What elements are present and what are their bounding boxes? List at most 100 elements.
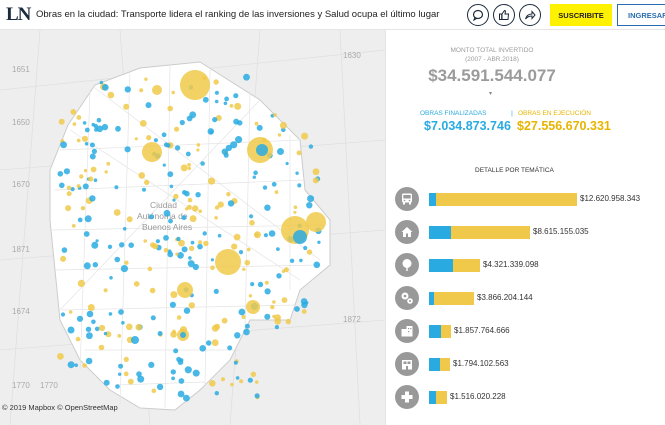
project-marker[interactable]: [264, 313, 271, 320]
project-marker[interactable]: [214, 216, 218, 220]
project-marker[interactable]: [248, 294, 253, 298]
project-marker[interactable]: [108, 312, 113, 316]
project-marker[interactable]: [75, 336, 81, 342]
project-marker[interactable]: [262, 185, 268, 190]
project-marker[interactable]: [91, 148, 97, 154]
project-marker[interactable]: [249, 214, 254, 219]
project-marker[interactable]: [186, 204, 192, 210]
project-marker[interactable]: [285, 161, 289, 166]
project-marker[interactable]: [66, 191, 72, 197]
project-marker[interactable]: [170, 369, 176, 375]
project-marker[interactable]: [150, 315, 156, 321]
project-marker[interactable]: [225, 144, 233, 152]
project-marker[interactable]: [91, 319, 96, 325]
project-marker[interactable]: [214, 99, 219, 104]
bar-finalizadas[interactable]: [429, 259, 453, 272]
project-marker[interactable]: [256, 124, 263, 131]
project-marker[interactable]: [301, 301, 308, 309]
project-marker[interactable]: [77, 279, 85, 287]
project-marker[interactable]: [91, 122, 96, 127]
project-marker[interactable]: [221, 148, 228, 155]
project-marker[interactable]: [179, 119, 185, 126]
project-marker[interactable]: [274, 314, 281, 322]
project-marker[interactable]: [268, 230, 276, 237]
project-marker[interactable]: [84, 142, 89, 146]
comment-button[interactable]: [467, 4, 489, 26]
project-marker[interactable]: [124, 260, 129, 265]
project-marker[interactable]: [126, 216, 133, 223]
project-marker[interactable]: [195, 192, 201, 198]
project-marker[interactable]: [199, 345, 206, 352]
project-marker[interactable]: [143, 239, 147, 243]
project-marker[interactable]: [213, 288, 219, 294]
project-marker[interactable]: [181, 215, 187, 221]
project-marker[interactable]: [283, 267, 289, 273]
project-marker[interactable]: [217, 233, 222, 238]
bar-en-ejecucion[interactable]: [434, 292, 474, 305]
project-marker[interactable]: [76, 184, 81, 188]
project-marker[interactable]: [142, 142, 162, 162]
project-marker[interactable]: [172, 198, 176, 202]
project-marker[interactable]: [70, 187, 75, 192]
project-marker[interactable]: [177, 282, 193, 298]
project-marker[interactable]: [148, 361, 155, 368]
project-marker[interactable]: [84, 127, 90, 133]
bar-finalizadas[interactable]: [429, 226, 451, 239]
project-marker[interactable]: [276, 247, 280, 252]
project-marker[interactable]: [254, 393, 260, 399]
project-markers[interactable]: [57, 70, 326, 402]
project-marker[interactable]: [145, 102, 152, 109]
project-marker[interactable]: [221, 377, 225, 382]
bar-en-ejecucion[interactable]: [451, 226, 530, 239]
project-marker[interactable]: [246, 247, 251, 252]
project-marker[interactable]: [233, 118, 240, 125]
project-marker[interactable]: [174, 145, 181, 151]
project-marker[interactable]: [104, 170, 108, 174]
project-marker[interactable]: [198, 209, 202, 213]
project-marker[interactable]: [94, 326, 100, 332]
project-marker[interactable]: [239, 379, 244, 384]
project-marker[interactable]: [136, 371, 142, 377]
project-marker[interactable]: [254, 231, 261, 239]
project-marker[interactable]: [272, 314, 276, 319]
project-marker[interactable]: [172, 329, 176, 334]
project-marker[interactable]: [114, 256, 121, 263]
login-button[interactable]: INGRESAR: [617, 4, 665, 26]
bar-finalizadas[interactable]: [429, 193, 436, 206]
project-marker[interactable]: [188, 302, 195, 309]
project-marker[interactable]: [306, 212, 326, 232]
project-marker[interactable]: [122, 227, 127, 231]
project-marker[interactable]: [183, 307, 191, 314]
project-marker[interactable]: [178, 239, 185, 247]
ln-logo[interactable]: LN: [6, 4, 31, 25]
project-marker[interactable]: [118, 363, 124, 369]
project-marker[interactable]: [60, 312, 66, 317]
project-marker[interactable]: [89, 195, 96, 202]
project-marker[interactable]: [214, 323, 221, 330]
project-marker[interactable]: [175, 252, 179, 256]
project-marker[interactable]: [264, 204, 271, 211]
project-marker[interactable]: [107, 91, 115, 99]
project-marker[interactable]: [65, 205, 72, 212]
project-marker[interactable]: [124, 86, 131, 93]
project-marker[interactable]: [312, 168, 320, 176]
project-marker[interactable]: [101, 123, 109, 131]
project-marker[interactable]: [131, 336, 139, 344]
project-marker[interactable]: [186, 115, 193, 122]
project-marker[interactable]: [142, 187, 146, 192]
project-marker[interactable]: [173, 193, 179, 200]
project-marker[interactable]: [279, 121, 287, 129]
project-marker[interactable]: [126, 323, 133, 331]
project-marker[interactable]: [180, 70, 210, 100]
project-marker[interactable]: [238, 250, 244, 255]
project-marker[interactable]: [124, 146, 131, 153]
project-marker[interactable]: [277, 148, 284, 155]
project-marker[interactable]: [170, 291, 178, 299]
project-marker[interactable]: [67, 361, 75, 369]
project-marker[interactable]: [296, 150, 302, 156]
project-marker[interactable]: [151, 388, 157, 394]
project-marker[interactable]: [188, 256, 192, 260]
map-attribution[interactable]: © 2019 Mapbox © OpenStreetMap: [2, 403, 118, 412]
project-marker[interactable]: [92, 262, 99, 268]
project-marker[interactable]: [206, 340, 212, 346]
